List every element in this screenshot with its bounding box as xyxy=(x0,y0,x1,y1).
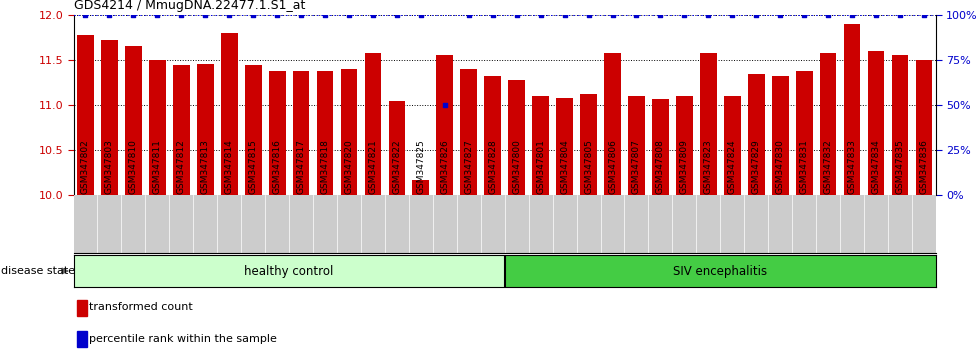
Point xyxy=(366,12,381,18)
Bar xyxy=(509,80,525,195)
Text: SIV encephalitis: SIV encephalitis xyxy=(673,264,767,278)
Point xyxy=(270,12,285,18)
Bar xyxy=(580,94,597,195)
Bar xyxy=(101,40,118,195)
Bar xyxy=(505,255,936,287)
Point xyxy=(318,12,333,18)
Point xyxy=(509,12,524,18)
Point xyxy=(461,12,476,18)
Text: transformed count: transformed count xyxy=(89,303,193,313)
Bar xyxy=(700,53,716,195)
Point xyxy=(605,12,620,18)
Bar xyxy=(652,99,668,195)
Bar xyxy=(604,53,621,195)
Point xyxy=(197,12,213,18)
Bar xyxy=(245,64,262,195)
Point xyxy=(221,12,237,18)
Point xyxy=(749,12,764,18)
Point xyxy=(676,12,692,18)
Bar xyxy=(796,71,812,195)
Bar xyxy=(628,96,645,195)
Bar xyxy=(172,64,190,195)
Point xyxy=(772,12,788,18)
Point xyxy=(77,12,93,18)
Bar xyxy=(341,69,358,195)
Point xyxy=(557,12,572,18)
Bar xyxy=(388,101,406,195)
Point xyxy=(892,12,907,18)
Bar xyxy=(197,64,214,195)
Bar xyxy=(74,255,505,287)
Text: disease state: disease state xyxy=(1,266,78,276)
Bar xyxy=(461,69,477,195)
Point xyxy=(341,12,357,18)
Bar xyxy=(915,60,932,195)
Bar xyxy=(293,71,310,195)
Text: GDS4214 / MmugDNA.22477.1.S1_at: GDS4214 / MmugDNA.22477.1.S1_at xyxy=(74,0,305,12)
Point xyxy=(389,12,405,18)
Point xyxy=(533,12,549,18)
Bar xyxy=(220,33,237,195)
Bar xyxy=(436,56,453,195)
Point xyxy=(581,12,597,18)
Point xyxy=(797,12,812,18)
Bar xyxy=(125,46,142,195)
Text: percentile rank within the sample: percentile rank within the sample xyxy=(89,333,277,343)
Point xyxy=(293,12,309,18)
Bar xyxy=(532,96,549,195)
Bar xyxy=(867,51,884,195)
Bar xyxy=(557,98,573,195)
Point xyxy=(868,12,884,18)
Bar xyxy=(77,331,87,347)
Point xyxy=(701,12,716,18)
Bar xyxy=(676,96,693,195)
Point xyxy=(844,12,859,18)
Bar xyxy=(772,76,789,195)
Point xyxy=(413,12,428,18)
Bar xyxy=(892,56,908,195)
Bar xyxy=(269,71,285,195)
Text: healthy control: healthy control xyxy=(244,264,334,278)
Point xyxy=(820,12,836,18)
Point xyxy=(102,12,118,18)
Point xyxy=(628,12,644,18)
Bar xyxy=(365,53,381,195)
Point xyxy=(916,12,932,18)
Point xyxy=(724,12,740,18)
Bar xyxy=(844,24,860,195)
Bar xyxy=(748,74,764,195)
Bar xyxy=(149,60,166,195)
Point xyxy=(125,12,141,18)
Bar xyxy=(819,53,837,195)
Point xyxy=(150,12,166,18)
Bar xyxy=(413,180,429,195)
Point xyxy=(653,12,668,18)
Point xyxy=(485,12,501,18)
Point xyxy=(245,12,261,18)
Bar xyxy=(724,96,741,195)
Bar xyxy=(77,35,94,195)
Bar xyxy=(317,71,333,195)
Point xyxy=(437,102,453,108)
Bar xyxy=(484,76,501,195)
Bar xyxy=(77,300,87,315)
Point xyxy=(173,12,189,18)
